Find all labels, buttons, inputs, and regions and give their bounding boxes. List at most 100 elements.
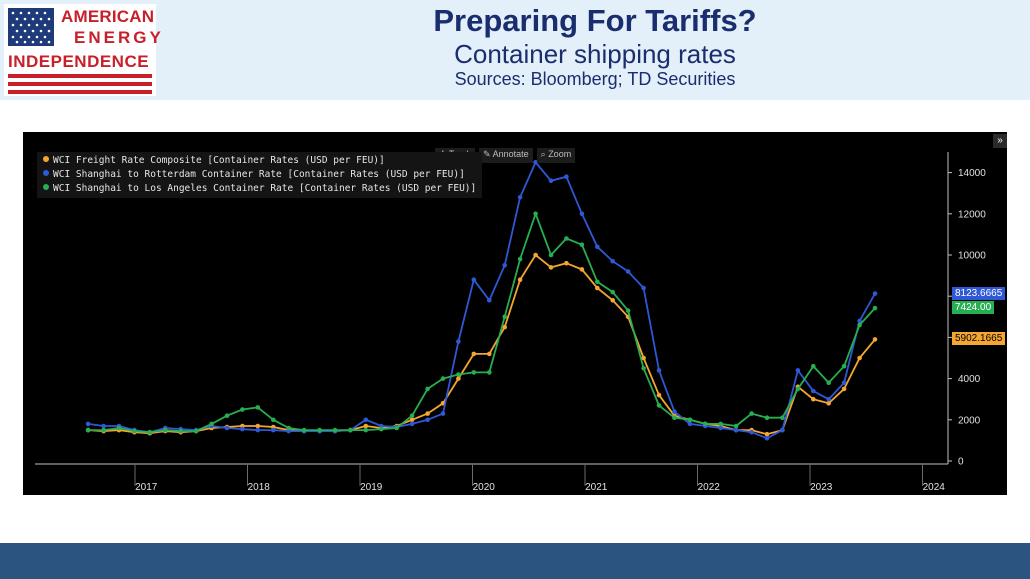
- data-point: [502, 324, 508, 330]
- data-point: [749, 429, 754, 435]
- footer-bar: [0, 543, 1030, 579]
- annotate-label: Annotate: [492, 149, 529, 159]
- data-point: [811, 396, 816, 402]
- legend-label: WCI Shanghai to Los Angeles Container Ra…: [53, 183, 477, 194]
- legend-label: WCI Shanghai to Rotterdam Container Rate…: [53, 169, 465, 180]
- magnifier-icon: ⌕: [540, 149, 549, 159]
- legend-item: WCI Shanghai to Los Angeles Container Ra…: [43, 182, 476, 196]
- data-point: [595, 279, 600, 285]
- legend-label: WCI Freight Rate Composite [Container Ra…: [53, 155, 385, 166]
- data-point: [872, 291, 878, 296]
- y-tick-label: 2000: [958, 415, 981, 426]
- data-point: [641, 285, 646, 291]
- y-tick-label: 12000: [958, 209, 986, 220]
- data-point: [533, 252, 538, 258]
- x-tick-label: 2023: [810, 482, 833, 493]
- data-point: [224, 425, 230, 431]
- data-point: [656, 368, 662, 373]
- data-point: [255, 427, 261, 433]
- data-point: [641, 366, 646, 371]
- data-point: [425, 386, 430, 392]
- data-point: [579, 211, 585, 217]
- data-point: [595, 244, 600, 250]
- y-tick-label: 14000: [958, 168, 986, 179]
- data-point: [163, 427, 168, 433]
- chevron-double-right-icon[interactable]: »: [993, 134, 1007, 148]
- data-point: [101, 427, 106, 433]
- data-point: [255, 405, 261, 410]
- data-point: [502, 314, 508, 320]
- data-point: [610, 258, 615, 264]
- data-point: [733, 423, 739, 429]
- last-value-label: 7424.00: [952, 301, 995, 315]
- last-value-label: 8123.6665: [952, 286, 1006, 300]
- data-point: [425, 411, 430, 416]
- data-point: [332, 427, 338, 433]
- data-point: [841, 380, 847, 385]
- data-point: [425, 417, 430, 423]
- data-point: [548, 265, 554, 270]
- data-point: [502, 263, 508, 268]
- data-point: [271, 417, 276, 423]
- data-point: [487, 351, 492, 357]
- data-point: [811, 388, 816, 394]
- data-point: [147, 429, 153, 435]
- data-point: [363, 423, 369, 429]
- title-block: Preparing For Tariffs? Container shippin…: [160, 2, 1030, 90]
- data-point: [348, 427, 353, 433]
- data-point: [394, 425, 400, 431]
- data-point: [456, 372, 461, 377]
- zoom-button[interactable]: ⌕ Zoom: [536, 148, 576, 163]
- data-point: [301, 427, 307, 433]
- legend-item: WCI Shanghai to Rotterdam Container Rate…: [43, 168, 476, 182]
- data-point: [872, 305, 878, 311]
- data-point: [456, 376, 461, 381]
- data-point: [857, 355, 862, 361]
- data-point: [811, 363, 816, 369]
- data-point: [224, 413, 230, 419]
- data-point: [625, 308, 631, 313]
- data-point: [255, 423, 261, 429]
- logo-stripe: [8, 90, 152, 94]
- data-point: [672, 415, 677, 421]
- data-point: [548, 178, 554, 184]
- data-point: [841, 386, 847, 392]
- x-tick-label: 2020: [473, 482, 496, 493]
- data-point: [271, 427, 276, 433]
- data-point: [116, 425, 122, 431]
- data-point: [826, 401, 831, 406]
- data-point: [841, 363, 847, 369]
- legend-item: WCI Freight Rate Composite [Container Ra…: [43, 154, 476, 168]
- data-point: [409, 413, 415, 419]
- chart-legend: WCI Freight Rate Composite [Container Ra…: [37, 152, 483, 198]
- data-point: [718, 421, 723, 427]
- x-tick-label: 2019: [360, 482, 383, 493]
- data-point: [517, 277, 523, 282]
- data-point: [656, 403, 662, 408]
- slide-subtitle: Container shipping rates: [454, 39, 736, 69]
- data-point: [872, 337, 878, 342]
- data-point: [764, 415, 770, 421]
- data-point: [780, 415, 785, 421]
- legend-swatch: [43, 156, 49, 162]
- zoom-label: Zoom: [548, 149, 572, 159]
- data-point: [379, 426, 384, 432]
- legend-swatch: [43, 170, 49, 176]
- data-point: [826, 380, 831, 385]
- logo-text-independence: INDEPENDENCE: [8, 52, 150, 71]
- data-point: [687, 421, 693, 427]
- data-point: [240, 407, 245, 412]
- data-point: [178, 428, 183, 434]
- data-point: [749, 411, 754, 416]
- data-point: [317, 427, 322, 433]
- data-point: [764, 436, 770, 441]
- source-note: Sources: Bloomberg; TD Securities: [454, 69, 736, 89]
- data-point: [517, 195, 523, 200]
- x-tick-label: 2022: [698, 482, 721, 493]
- y-tick-label: 4000: [958, 374, 981, 385]
- annotate-button[interactable]: ✎ Annotate: [479, 148, 533, 163]
- data-point: [101, 423, 106, 429]
- data-point: [517, 256, 523, 262]
- data-point: [456, 339, 461, 344]
- x-tick-label: 2018: [248, 482, 271, 493]
